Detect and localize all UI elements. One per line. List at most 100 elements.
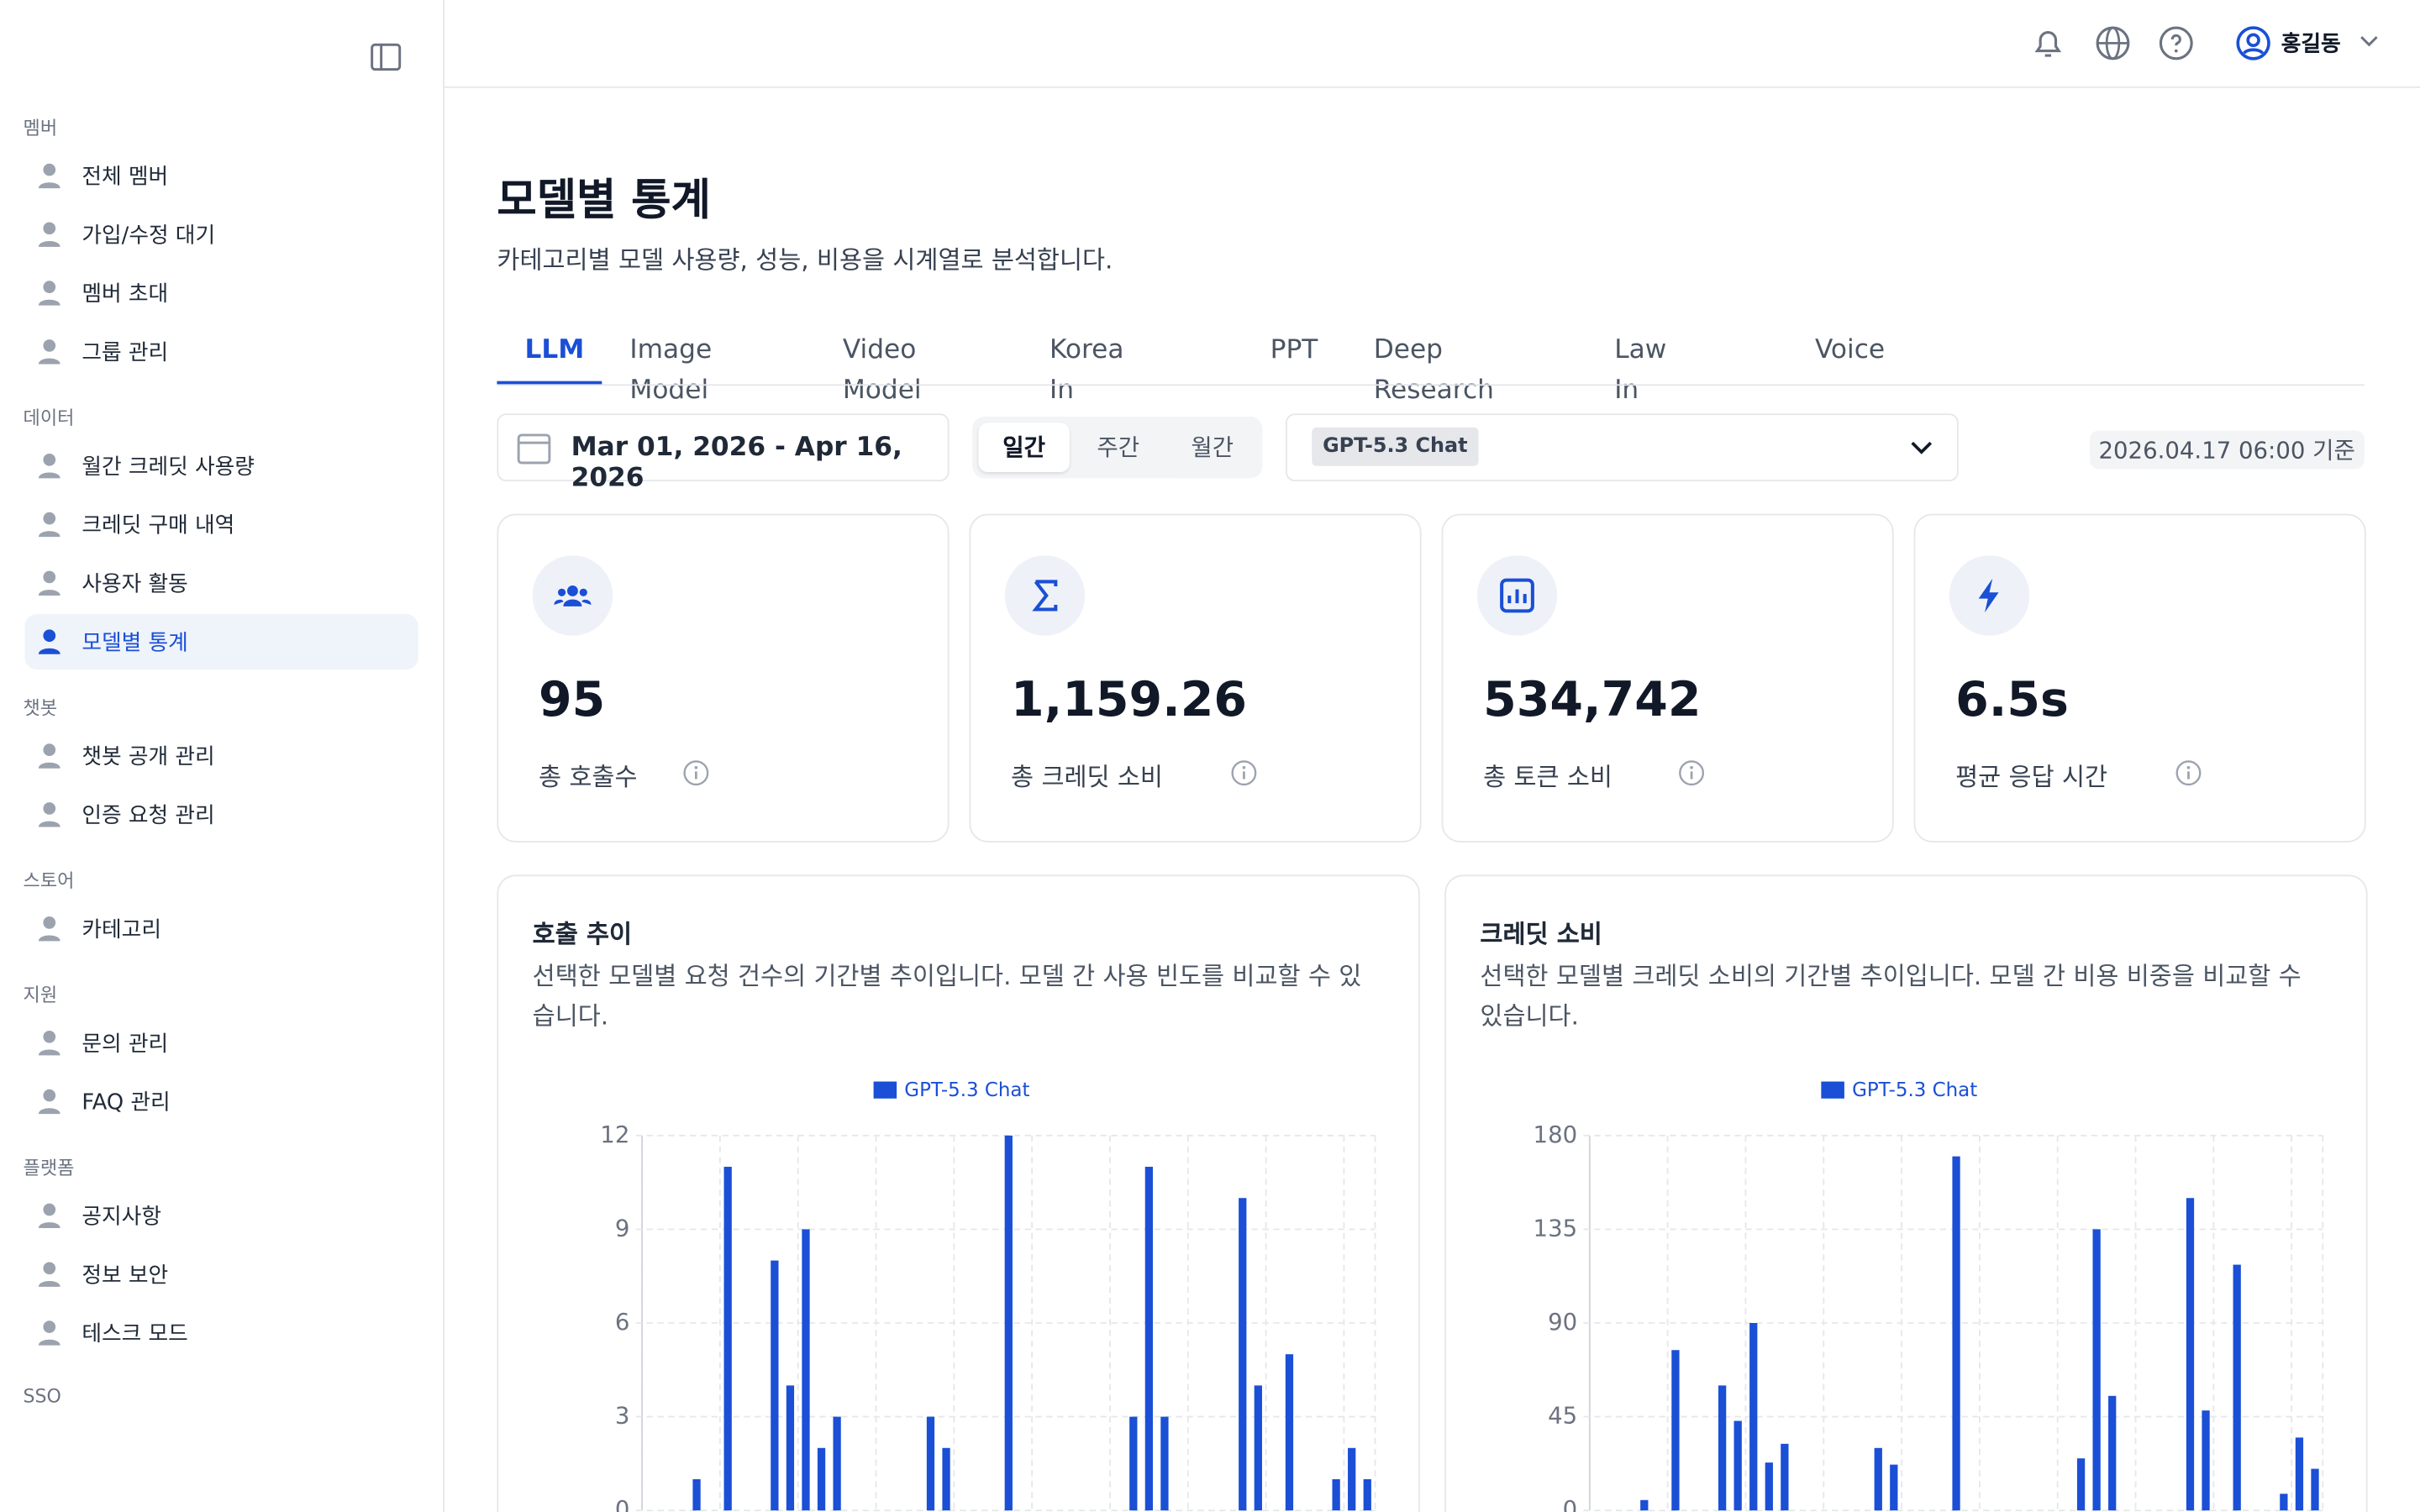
- user-name[interactable]: 홍길동: [2281, 32, 2341, 57]
- calendar-icon: [517, 433, 551, 465]
- menu-item[interactable]: 인증 요청 관리: [24, 787, 418, 843]
- language-icon[interactable]: [2094, 24, 2131, 61]
- section-title: 스토어: [23, 869, 75, 892]
- y-tick-label: 0: [615, 1496, 630, 1512]
- stat-icon: [1004, 555, 1086, 636]
- y-tick-label: 135: [1534, 1215, 1578, 1242]
- menu-icon: [38, 454, 60, 479]
- menu-item[interactable]: 전체 멤버: [24, 148, 418, 203]
- info-icon[interactable]: [1677, 759, 1705, 787]
- legend-label: GPT-5.3 Chat: [904, 1079, 1029, 1101]
- stat-label: 평균 응답 시간: [1955, 762, 2108, 792]
- y-tick-label: 6: [615, 1309, 630, 1336]
- y-tick-label: 12: [600, 1121, 629, 1148]
- info-icon[interactable]: [1230, 759, 1258, 787]
- bar: [1749, 1323, 1758, 1511]
- tab[interactable]: Korea In Data: [1049, 334, 1124, 446]
- info-icon[interactable]: [681, 759, 709, 787]
- menu-item[interactable]: 월간 크레딧 사용량: [24, 438, 418, 494]
- notification-icon[interactable]: [2029, 24, 2066, 61]
- menu-icon: [38, 802, 60, 827]
- menu-label: 그룹 관리: [82, 340, 169, 366]
- stat-value: 6.5s: [1955, 672, 2069, 728]
- sidebar-toggle[interactable]: [371, 43, 402, 71]
- y-tick-label: 45: [1548, 1403, 1577, 1430]
- menu-icon: [38, 743, 60, 769]
- menu-icon: [38, 339, 60, 365]
- menu-item[interactable]: 공지사항: [24, 1188, 418, 1243]
- menu-item[interactable]: 챗봇 공개 관리: [24, 728, 418, 784]
- tabs-divider: [497, 384, 2365, 386]
- stat-icon: [1949, 555, 2030, 636]
- user-icon[interactable]: [2235, 24, 2272, 61]
- section-title: 플랫폼: [23, 1157, 75, 1179]
- bar: [2202, 1410, 2210, 1511]
- model-select[interactable]: GPT-5.3 Chat: [1286, 413, 1959, 482]
- bar: [1285, 1354, 1294, 1511]
- bar: [1004, 1135, 1013, 1511]
- bar: [1332, 1478, 1340, 1511]
- menu-icon: [38, 570, 60, 596]
- tab[interactable]: Image Model: [629, 334, 713, 407]
- bar: [817, 1447, 826, 1511]
- info-icon[interactable]: [2175, 759, 2202, 787]
- stat-value: 95: [539, 672, 606, 728]
- menu-icon: [38, 512, 60, 538]
- stat-card: 95 총 호출수: [497, 513, 950, 843]
- tab[interactable]: Voice: [1815, 334, 1886, 366]
- menu-icon: [38, 629, 60, 654]
- menu-item[interactable]: 크레딧 구매 내역: [24, 496, 418, 552]
- menu-item[interactable]: 테스크 모드: [24, 1305, 418, 1361]
- bar: [1363, 1478, 1371, 1511]
- period-option[interactable]: 주간: [1097, 433, 1140, 462]
- period-option[interactable]: 월간: [1191, 433, 1234, 462]
- menu-item[interactable]: 그룹 관리: [24, 324, 418, 380]
- menu-item[interactable]: 사용자 활동: [24, 555, 418, 611]
- menu-icon: [38, 281, 60, 306]
- bar: [1144, 1167, 1154, 1511]
- chart: GPT-5.3 Chat 0 3 6 9 12: [600, 1079, 1376, 1512]
- bar: [2280, 1494, 2288, 1511]
- stat-icon: [1476, 555, 1558, 636]
- menu-label: 크레딧 구매 내역: [82, 513, 235, 539]
- help-icon[interactable]: [2158, 24, 2195, 61]
- menu-item[interactable]: 가입/수정 대기: [24, 207, 418, 262]
- bar: [1874, 1447, 1882, 1511]
- menu-item[interactable]: 멤버 초대: [24, 265, 418, 321]
- stat-icon: [532, 555, 613, 636]
- bar: [786, 1385, 795, 1511]
- chart-card: 호출 추이 선택한 모델별 요청 건수의 기간별 추이입니다. 모델 간 사용 빈…: [497, 874, 1420, 1512]
- bar: [2076, 1458, 2086, 1511]
- bar: [926, 1416, 935, 1511]
- chart-card: 크레딧 소비 선택한 모델별 크레딧 소비의 기간별 추이입니다. 모델 간 비용…: [1444, 874, 2368, 1512]
- bar: [771, 1260, 779, 1511]
- menu-item[interactable]: FAQ 관리: [24, 1074, 418, 1129]
- bar: [2108, 1395, 2117, 1511]
- bar: [1718, 1385, 1727, 1511]
- bar: [833, 1416, 841, 1511]
- tab[interactable]: Deep Research: [1373, 334, 1494, 407]
- page-title: 모델별 통계: [497, 174, 711, 226]
- menu-label: 인증 요청 관리: [82, 803, 215, 829]
- bar: [1765, 1462, 1773, 1511]
- tab[interactable]: Law In Data: [1614, 334, 1677, 446]
- section-title: 멤버: [23, 117, 58, 139]
- tab[interactable]: PPT: [1270, 334, 1318, 366]
- menu-item[interactable]: 정보 보안: [24, 1247, 418, 1302]
- user-menu-chevron[interactable]: [2359, 34, 2381, 49]
- chart-title: 호출 추이: [532, 919, 633, 949]
- tab[interactable]: LLM: [524, 334, 585, 366]
- date-picker[interactable]: Mar 01, 2026 - Apr 16, 2026: [497, 413, 950, 494]
- menu-item[interactable]: 모델별 통계: [24, 614, 418, 670]
- menu-icon: [38, 1089, 60, 1115]
- menu-label: 챗봇 공개 관리: [82, 745, 215, 770]
- tab[interactable]: Video Model: [842, 334, 922, 407]
- menu-item[interactable]: 문의 관리: [24, 1016, 418, 1071]
- menu-label: 가입/수정 대기: [82, 223, 216, 249]
- top-bar: 홍길동: [444, 0, 2420, 88]
- period-option[interactable]: 일간: [978, 423, 1070, 473]
- menu-item[interactable]: 카테고리: [24, 901, 418, 957]
- menu-icon: [38, 916, 60, 942]
- chart: GPT-5.3 Chat 0 45 90 135 180: [1534, 1079, 2324, 1512]
